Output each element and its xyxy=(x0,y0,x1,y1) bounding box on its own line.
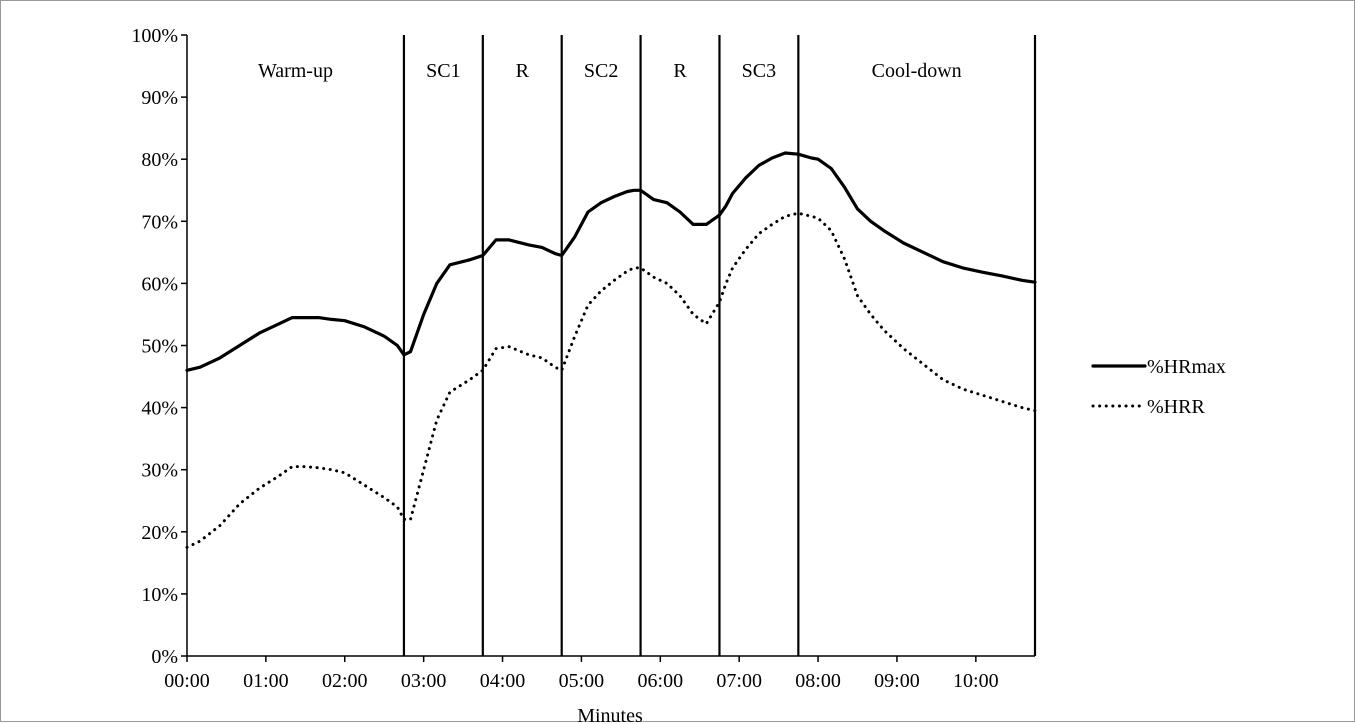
y-tick-label: 100% xyxy=(131,25,178,47)
x-tick-label: 03:00 xyxy=(401,670,447,692)
phase-label: Cool-down xyxy=(872,60,962,82)
x-tick-label: 02:00 xyxy=(322,670,368,692)
series-line-hrr xyxy=(185,211,1037,549)
y-axis: 0% 10% 20% 30% 40% 50% 60% 70% 80% 90% 100% xyxy=(131,25,188,668)
y-tick-label: 10% xyxy=(141,584,178,606)
x-tick-label: 08:00 xyxy=(795,670,841,692)
y-tick-label: 40% xyxy=(141,398,178,420)
x-tick-label: 04:00 xyxy=(480,670,526,692)
phase-label: SC3 xyxy=(742,60,776,82)
x-tick-label: 07:00 xyxy=(716,670,762,692)
x-tick-label: 06:00 xyxy=(638,670,684,692)
y-tick-label: 80% xyxy=(141,149,178,171)
y-tick-label: 90% xyxy=(141,87,178,109)
x-tick-label: 10:00 xyxy=(953,670,999,692)
legend: %HRmax %HRR xyxy=(1091,356,1226,418)
x-tick-label: 09:00 xyxy=(874,670,920,692)
y-tick-label: 50% xyxy=(141,336,178,358)
y-tick-label: 30% xyxy=(141,460,178,482)
y-tick-label: 60% xyxy=(141,273,178,295)
x-axis: 00:00 01:00 02:00 03:00 04:00 05:00 06:00 07:00… xyxy=(164,655,1035,692)
phase-boundaries xyxy=(402,35,1037,656)
x-tick-label: 01:00 xyxy=(243,670,289,692)
series-lines xyxy=(185,151,1037,549)
legend-label: %HRmax xyxy=(1147,356,1226,378)
phase-label: SC2 xyxy=(584,60,618,82)
series-line-hrmax xyxy=(185,151,1037,372)
y-tick-label: 20% xyxy=(141,522,178,544)
y-tick-label: 0% xyxy=(151,646,178,668)
phase-labels: Warm-up SC1 R SC2 R SC3 Cool-down xyxy=(258,60,962,82)
legend-label: %HRR xyxy=(1147,396,1205,418)
phase-label: R xyxy=(516,60,530,82)
y-tick-label: 70% xyxy=(141,211,178,233)
phase-label: R xyxy=(673,60,687,82)
phase-label: SC1 xyxy=(426,60,460,82)
phase-label: Warm-up xyxy=(258,60,333,82)
x-tick-label: 05:00 xyxy=(559,670,605,692)
x-tick-label: 00:00 xyxy=(164,670,210,692)
x-axis-label: Minutes xyxy=(577,705,643,724)
